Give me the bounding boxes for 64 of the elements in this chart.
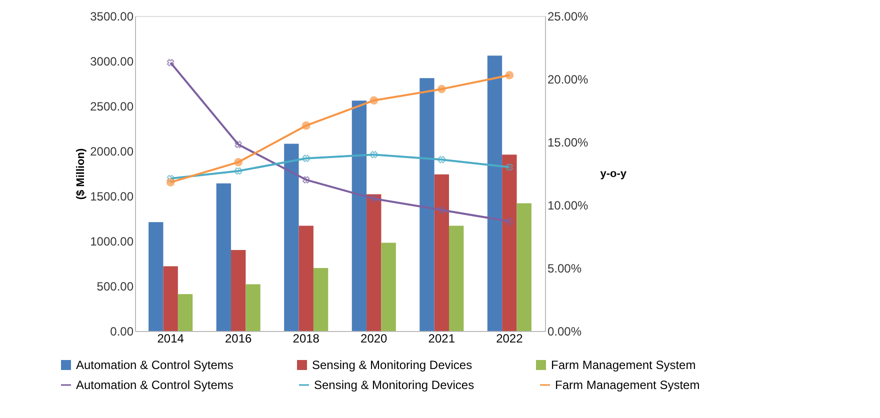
legend-label: Farm Management System [555, 378, 700, 392]
bar [231, 250, 246, 331]
point [302, 121, 310, 130]
point [166, 58, 174, 66]
legend-label: Automation & Control Sytems [76, 378, 234, 392]
point [302, 154, 310, 162]
y2-axis-title: y-o-y [600, 168, 628, 180]
y-axis-title: ($ Million) [75, 148, 88, 200]
bar [381, 242, 396, 331]
y-tick-label: 1500.00 [90, 190, 134, 204]
y-tick-label: 0.00 [110, 324, 134, 338]
bar [366, 194, 382, 331]
bar [420, 78, 434, 331]
x-tick-label: 2014 [157, 332, 184, 346]
x-tick-label: 2016 [224, 332, 252, 346]
point [505, 71, 514, 80]
bar [298, 226, 314, 331]
y-tick-label: 3000.00 [90, 54, 134, 68]
bar [487, 56, 502, 331]
y-tick-label: 3500.00 [90, 10, 134, 24]
bar [246, 284, 260, 331]
bar [352, 100, 367, 331]
point [302, 176, 310, 184]
bar [313, 268, 328, 331]
point [370, 150, 378, 158]
bar [284, 144, 299, 331]
y2-tick-label: 25.00% [548, 10, 589, 24]
bar [434, 174, 449, 331]
point [234, 140, 242, 148]
point [370, 195, 378, 202]
point [506, 218, 514, 226]
point [437, 84, 446, 94]
point [234, 158, 243, 166]
y2-tick-label: 10.00% [548, 198, 589, 212]
y-tick-label: 500.00 [96, 280, 134, 294]
y2-tick-label: 20.00% [548, 72, 589, 86]
bar [216, 183, 232, 331]
point [166, 174, 174, 182]
legend-label: Sensing & Monitoring Devices [314, 378, 474, 392]
legend-label: Automation & Control Sytems [76, 358, 234, 372]
bar [516, 203, 532, 331]
y-tick-label: 2000.00 [90, 144, 134, 158]
point [370, 96, 378, 105]
point [506, 164, 514, 171]
x-tick-label: 2021 [428, 332, 456, 346]
point [438, 206, 446, 214]
bar [502, 154, 517, 331]
y-tick-label: 2500.00 [90, 100, 134, 114]
y2-tick-label: 0.00% [548, 324, 582, 338]
x-tick-label: 2022 [496, 332, 524, 346]
x-tick-label: 2018 [292, 332, 320, 346]
y2-tick-label: 15.00% [548, 136, 589, 150]
x-tick-label: 2020 [360, 332, 388, 346]
bar [448, 226, 464, 331]
bar [163, 266, 178, 331]
bar [178, 294, 193, 331]
point [438, 156, 446, 164]
y2-tick-label: 5.00% [548, 262, 582, 276]
bar [148, 222, 164, 331]
legend-label: Sensing & Monitoring Devices [312, 358, 472, 372]
legend-label: Farm Management System [551, 358, 696, 372]
point [234, 167, 242, 175]
point [166, 178, 175, 186]
y-tick-label: 1000.00 [90, 234, 134, 248]
